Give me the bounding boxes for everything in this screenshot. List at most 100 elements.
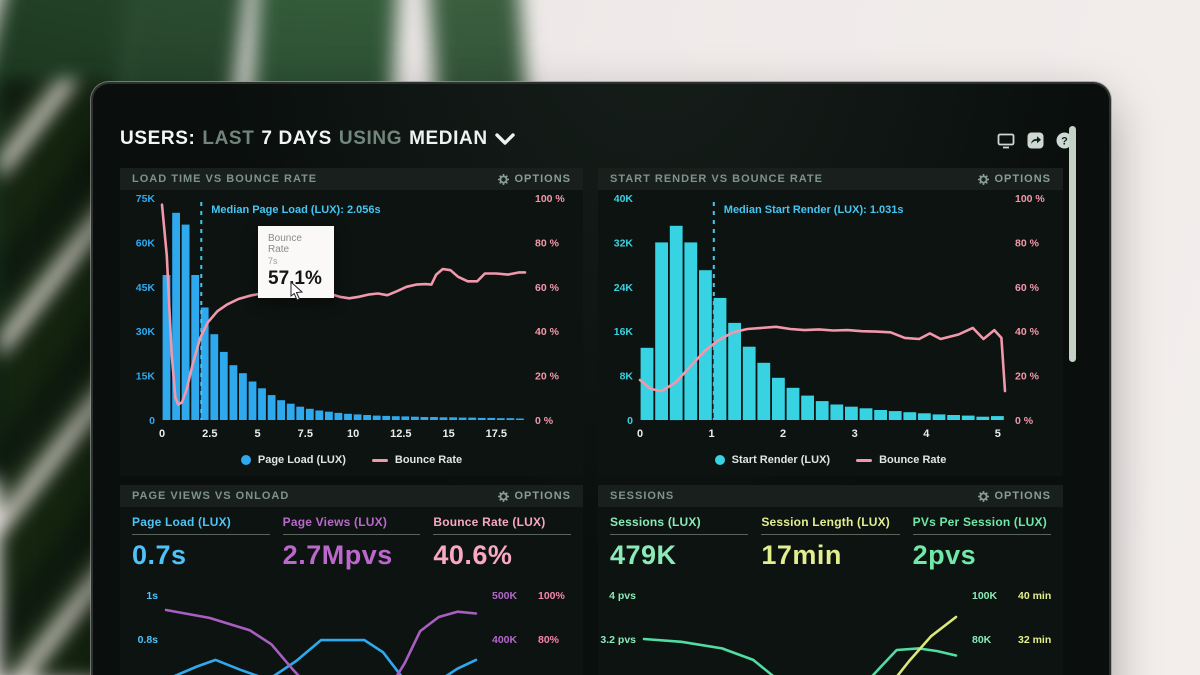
- gear-icon: [498, 173, 510, 185]
- legend-line: [856, 458, 873, 462]
- metric-value: 479K: [610, 540, 677, 570]
- svg-text:80%: 80%: [538, 634, 560, 646]
- legend-dot: [714, 455, 725, 465]
- svg-text:80 %: 80 %: [1015, 237, 1040, 249]
- svg-text:Median Page Load (LUX): 2.056s: Median Page Load (LUX): 2.056s: [211, 204, 380, 216]
- options-label: OPTIONS: [514, 490, 571, 502]
- panel-title: PAGE VIEWS VS ONLOAD: [132, 490, 290, 502]
- tooltip-value: 57.1%: [268, 268, 322, 289]
- svg-text:60K: 60K: [136, 237, 156, 249]
- panel-title: START RENDER VS BOUNCE RATE: [610, 173, 823, 185]
- tooltip-subtitle: 7s: [268, 256, 278, 266]
- metric-sessions: Sessions (LUX) 479K: [610, 515, 749, 579]
- metric-label: Session Length (LUX): [761, 515, 900, 535]
- help-icon[interactable]: ?: [1056, 132, 1073, 149]
- title-using: USING: [338, 128, 403, 149]
- legend-bounce-rate[interactable]: Bounce Rate: [371, 454, 463, 466]
- options-label: OPTIONS: [994, 173, 1051, 185]
- svg-text:10: 10: [347, 428, 359, 440]
- svg-text:40 min: 40 min: [1018, 590, 1051, 602]
- panel-title: SESSIONS: [610, 490, 675, 502]
- legend-label: Bounce Rate: [879, 454, 947, 466]
- svg-text:20 %: 20 %: [1015, 371, 1040, 383]
- panel-title: LOAD TIME VS BOUNCE RATE: [132, 173, 318, 185]
- svg-text:60 %: 60 %: [535, 282, 560, 294]
- monitor-icon[interactable]: [997, 133, 1015, 149]
- metric-label: PVs Per Session (LUX): [912, 515, 1051, 535]
- metric-pvs-per-session: PVs Per Session (LUX) 2pvs: [912, 515, 1051, 579]
- title-median: MEDIAN: [409, 128, 488, 149]
- tooltip-title: Bounce Rate: [268, 233, 302, 255]
- svg-text:100%: 100%: [538, 590, 566, 602]
- svg-text:400K: 400K: [492, 634, 518, 646]
- metric-label: Page Views (LUX): [282, 515, 421, 535]
- svg-text:0: 0: [149, 415, 155, 427]
- legend-label: Bounce Rate: [394, 454, 463, 466]
- svg-text:40 %: 40 %: [535, 326, 560, 338]
- metric-bounce-rate: Bounce Rate (LUX) 40.6%: [433, 515, 572, 579]
- svg-text:45K: 45K: [136, 282, 156, 294]
- svg-text:4: 4: [923, 428, 930, 440]
- options-button[interactable]: OPTIONS: [498, 490, 571, 502]
- metric-label: Page Load (LUX): [132, 515, 270, 535]
- svg-text:40 %: 40 %: [1015, 326, 1040, 338]
- gear-icon: [978, 490, 990, 502]
- svg-text:40K: 40K: [614, 193, 634, 205]
- metric-value: 2.7Mpvs: [282, 540, 393, 570]
- svg-text:5: 5: [995, 428, 1001, 440]
- metric-value: 40.6%: [433, 540, 513, 570]
- panel-page-views: PAGE VIEWS VS ONLOAD OPTIONS: [120, 485, 583, 675]
- mouse-cursor-icon: [290, 281, 304, 301]
- chevron-down-icon[interactable]: [494, 132, 515, 146]
- svg-text:3: 3: [852, 428, 858, 440]
- share-icon[interactable]: [1027, 132, 1044, 149]
- title-last: LAST: [202, 128, 255, 149]
- svg-text:32 min: 32 min: [1018, 634, 1051, 646]
- svg-text:Median Start Render (LUX): 1.0: Median Start Render (LUX): 1.031s: [724, 204, 904, 216]
- vertical-scrollbar[interactable]: [1069, 126, 1076, 362]
- svg-text:4 pvs: 4 pvs: [609, 590, 636, 602]
- metric-label: Sessions (LUX): [610, 515, 749, 535]
- svg-text:1s: 1s: [146, 590, 158, 602]
- legend-page-load[interactable]: Page Load (LUX): [240, 454, 346, 466]
- legend-label: Start Render (LUX): [731, 454, 831, 466]
- svg-text:100 %: 100 %: [535, 193, 565, 205]
- options-button[interactable]: OPTIONS: [978, 173, 1051, 185]
- laptop-screen: USERS: LAST 7 DAYS USING MEDIAN ? LOAD T…: [93, 84, 1109, 675]
- panel-start-render: START RENDER VS BOUNCE RATE OPTIONS Me: [598, 168, 1063, 476]
- svg-text:32K: 32K: [614, 237, 634, 249]
- svg-text:24K: 24K: [614, 282, 634, 294]
- svg-text:?: ?: [1061, 135, 1068, 147]
- legend-start-render[interactable]: Start Render (LUX): [714, 454, 831, 466]
- panel-sessions: SESSIONS OPTIONS S: [598, 485, 1063, 675]
- options-label: OPTIONS: [994, 490, 1051, 502]
- svg-text:2.5: 2.5: [202, 428, 217, 440]
- metric-page-load: Page Load (LUX) 0.7s: [132, 515, 270, 579]
- metric-value: 0.7s: [132, 540, 187, 570]
- legend-bounce-rate[interactable]: Bounce Rate: [856, 454, 946, 466]
- svg-text:60 %: 60 %: [1015, 282, 1040, 294]
- options-button[interactable]: OPTIONS: [978, 490, 1051, 502]
- metric-value: 17min: [761, 540, 842, 570]
- svg-text:15K: 15K: [136, 371, 156, 383]
- svg-text:100 %: 100 %: [1015, 193, 1045, 205]
- title-7days: 7 DAYS: [261, 128, 332, 149]
- legend-line: [371, 458, 388, 462]
- svg-text:0 %: 0 %: [535, 415, 554, 427]
- metric-value: 2pvs: [912, 540, 977, 570]
- svg-text:75K: 75K: [136, 193, 156, 205]
- options-button[interactable]: OPTIONS: [498, 173, 571, 185]
- title-users: USERS:: [120, 128, 196, 149]
- start-render-chart: Median Start Render (LUX): 1.031s 40K 32K 2…: [614, 193, 1046, 440]
- svg-text:15: 15: [442, 428, 454, 440]
- timeframe-selector[interactable]: USERS: LAST 7 DAYS USING MEDIAN: [120, 128, 515, 150]
- panel-load-time: LOAD TIME VS BOUNCE RATE OPTIONS Media: [120, 168, 583, 476]
- svg-text:80K: 80K: [972, 634, 992, 646]
- svg-text:7.5: 7.5: [298, 428, 313, 440]
- legend-label: Page Load (LUX): [257, 454, 346, 466]
- svg-text:0: 0: [159, 428, 165, 440]
- svg-text:100K: 100K: [972, 590, 998, 602]
- load-time-chart: Median Page Load (LUX): 2.056s 75K 60K 45K 3…: [136, 193, 566, 440]
- svg-text:80 %: 80 %: [535, 237, 560, 249]
